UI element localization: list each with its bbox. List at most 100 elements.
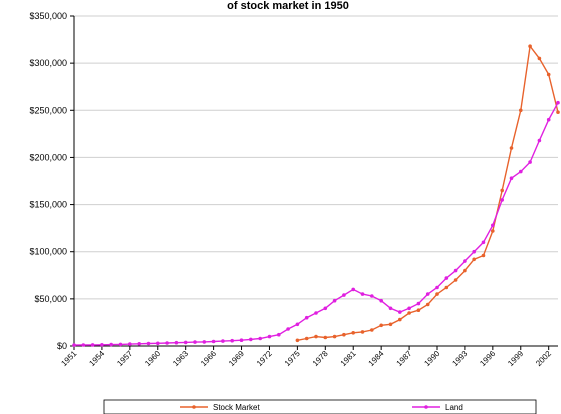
land-point <box>370 294 374 298</box>
land-point <box>249 337 253 342</box>
stock-market-point <box>472 257 477 262</box>
legend: Stock Market Land <box>103 399 537 414</box>
land-point <box>435 285 439 290</box>
land-point <box>491 223 495 228</box>
chart-title: of stock market in 1950 <box>227 0 349 12</box>
legend-land-marker <box>424 405 428 409</box>
stock-market-point <box>304 336 309 341</box>
stock-market-point <box>351 331 356 335</box>
land-point <box>556 100 560 105</box>
land-point <box>332 298 337 303</box>
land-point <box>342 293 346 297</box>
land-point <box>239 338 244 343</box>
stock-market-point <box>314 334 318 339</box>
stock-market-point <box>435 292 439 296</box>
land-point <box>211 339 216 344</box>
land-point <box>304 315 309 320</box>
land-point <box>137 342 141 346</box>
legend-stock-market-label: Stock Market <box>213 403 260 412</box>
land-point <box>156 341 160 346</box>
land-point <box>425 292 430 296</box>
stock-market-point <box>360 330 365 334</box>
land-point <box>528 160 532 164</box>
stock-market-point <box>342 332 346 337</box>
stock-market-point <box>398 317 402 322</box>
stock-market-point <box>388 322 393 327</box>
legend-land-label: Land <box>445 403 463 412</box>
stock-market-point <box>519 108 523 113</box>
gridlines <box>74 15 558 300</box>
stock-market-point <box>546 72 551 77</box>
land-point <box>444 276 449 280</box>
land-point <box>221 339 225 343</box>
series-lines <box>72 44 560 347</box>
stock-market-point <box>463 268 467 273</box>
legend-box <box>103 399 537 414</box>
y-tick-label: $100,000 <box>29 247 67 257</box>
stock-market-point <box>323 335 328 340</box>
land-point <box>481 240 486 245</box>
land-point <box>193 340 197 344</box>
stock-market-point <box>537 56 542 61</box>
land-point <box>128 342 132 346</box>
land-point <box>100 343 104 347</box>
stock-market-point <box>379 323 384 328</box>
land-point <box>295 322 300 327</box>
y-tick-label: $50,000 <box>34 294 67 304</box>
land-point <box>165 341 169 345</box>
land-point <box>388 306 393 311</box>
land-point <box>258 336 263 341</box>
stock-market-point <box>491 229 495 233</box>
land-point <box>463 259 467 263</box>
land-point <box>323 306 328 311</box>
stock-market-point <box>481 253 486 258</box>
land-point <box>277 332 281 337</box>
land-point <box>360 292 365 296</box>
stock-market-point <box>332 334 337 339</box>
land-point <box>72 343 76 347</box>
land-point <box>109 342 113 347</box>
land-point <box>314 311 318 315</box>
y-tick-label: $350,000 <box>29 11 67 21</box>
land-point <box>183 340 188 345</box>
land-point <box>286 327 290 331</box>
land-point <box>472 249 477 254</box>
land-point <box>174 340 179 345</box>
stock-market-point <box>407 311 411 315</box>
land-point <box>379 298 384 303</box>
y-tick-label: $200,000 <box>29 152 67 162</box>
land-point <box>407 306 411 311</box>
y-tick-label: $250,000 <box>29 105 67 115</box>
stock-market-point <box>444 285 449 290</box>
land-point <box>90 343 95 347</box>
stock-market-point <box>295 338 300 343</box>
y-tick-label: $0 <box>57 341 67 351</box>
stock-market-point <box>425 302 430 307</box>
land-point <box>118 342 123 347</box>
land-point <box>398 310 402 314</box>
stock-market-point <box>509 146 514 150</box>
legend-stock-market-marker <box>192 405 196 409</box>
stock-market-point <box>453 278 458 282</box>
land-point <box>351 287 356 292</box>
land-point <box>267 334 272 339</box>
land-point <box>537 138 542 143</box>
stock-market-point <box>556 110 560 114</box>
land-point <box>500 198 505 202</box>
land-point <box>509 176 514 180</box>
land-point <box>546 117 551 122</box>
land-point <box>230 338 234 343</box>
stock-market-point <box>528 44 532 48</box>
land-point <box>453 268 458 273</box>
stock-market-point <box>370 328 374 332</box>
land-point <box>416 301 421 306</box>
stock-market-point <box>416 308 421 313</box>
land-point <box>81 343 86 347</box>
y-axis-ticks: $0 $50,000 $100,000 $150,000 $200,000 $250,00… <box>29 11 74 351</box>
land-point <box>202 340 207 344</box>
y-tick-label: $300,000 <box>29 58 67 68</box>
land-point <box>146 341 151 346</box>
stock-market-point <box>500 188 505 193</box>
